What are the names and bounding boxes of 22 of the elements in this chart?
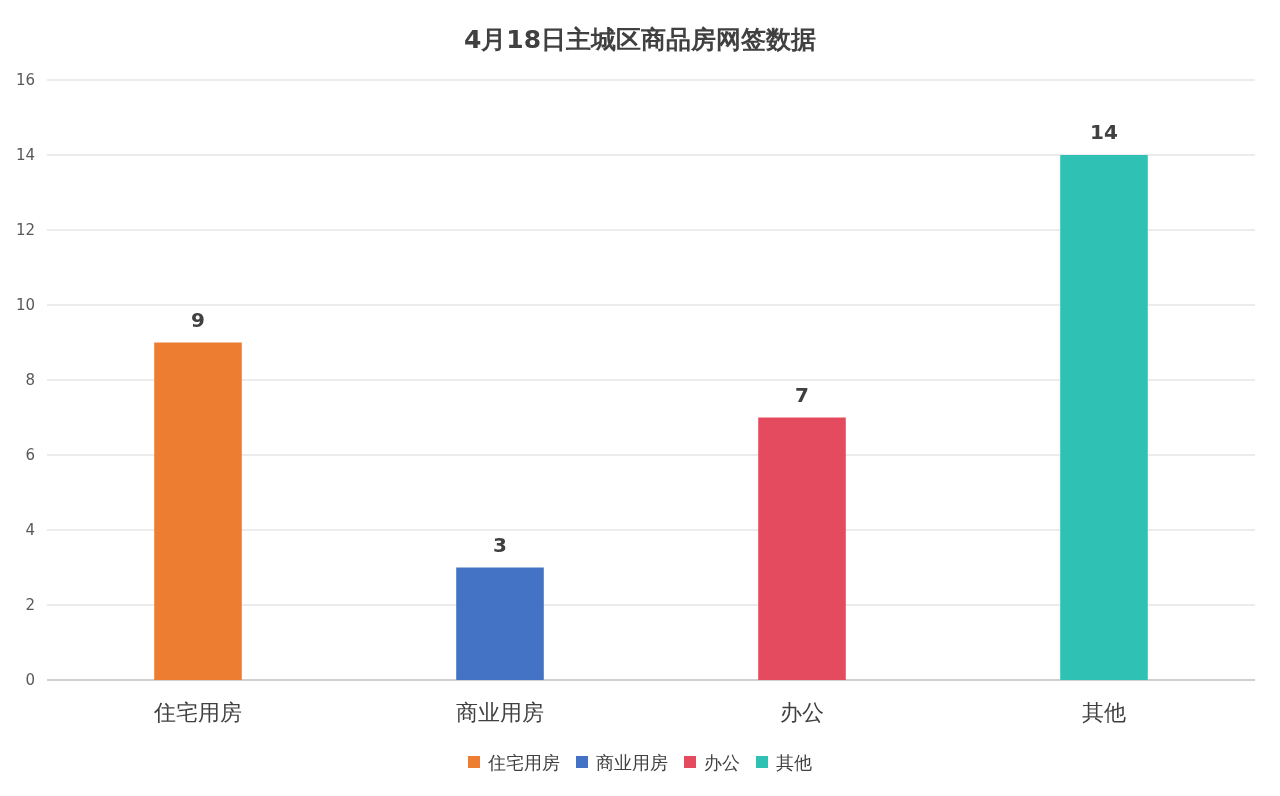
chart-title: 4月18日主城区商品房网签数据: [463, 25, 817, 54]
y-tick-label: 12: [15, 221, 35, 239]
x-tick-label: 住宅用房: [153, 700, 242, 725]
y-tick-label: 14: [15, 146, 35, 164]
y-tick-label: 4: [25, 521, 35, 539]
y-tick-label: 2: [25, 596, 35, 614]
legend-label: 商业用房: [596, 752, 668, 773]
y-tick-label: 8: [25, 371, 35, 389]
x-tick-label: 办公: [780, 700, 824, 725]
data-label: 9: [191, 307, 205, 332]
y-tick-label: 10: [15, 296, 35, 314]
y-tick-label: 16: [15, 71, 35, 89]
y-tick-label: 0: [25, 671, 35, 689]
data-label: 3: [493, 532, 507, 557]
legend-label: 其他: [776, 752, 812, 773]
x-tick-label: 其他: [1082, 700, 1126, 725]
legend-label: 住宅用房: [487, 752, 560, 773]
legend-label: 办公: [704, 752, 740, 773]
data-label: 14: [1090, 120, 1118, 144]
y-tick-label: 6: [25, 446, 35, 464]
data-label: 7: [795, 382, 809, 407]
x-tick-label: 商业用房: [456, 700, 544, 725]
